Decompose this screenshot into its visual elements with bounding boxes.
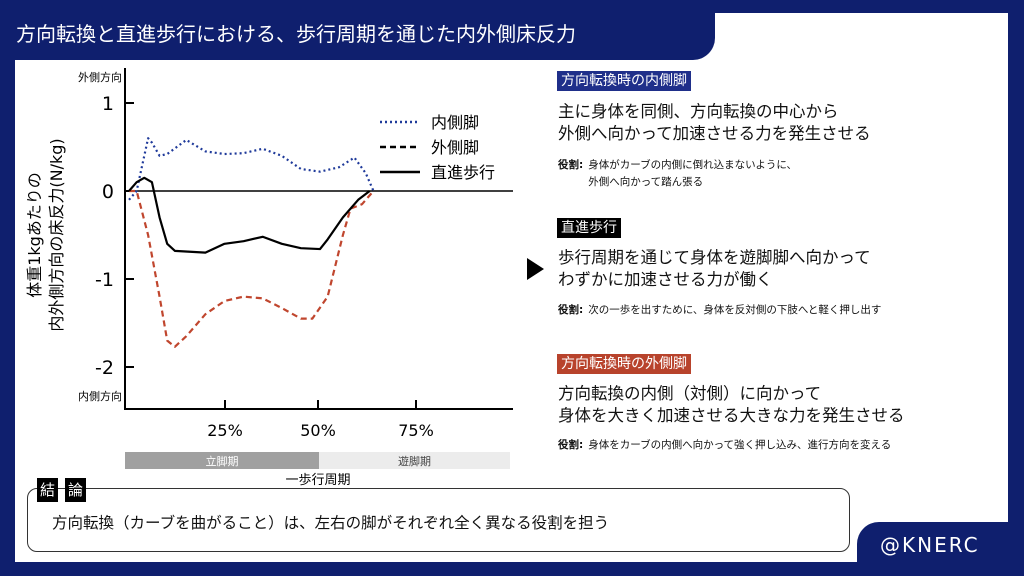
role-text: 身体がカーブの内側に倒れ込まないように、 xyxy=(588,159,798,171)
role-label: 役割: xyxy=(558,439,584,451)
section-text: 歩行周期を通じて身体を遊脚脚へ向かって xyxy=(558,248,871,267)
x-tick-label: 25% xyxy=(207,421,243,440)
phase-bar xyxy=(319,452,510,469)
legend-label: 直進歩行 xyxy=(431,163,495,182)
y-tick-label: 0 xyxy=(102,181,114,203)
y-top-label: 外側方向 xyxy=(78,70,122,84)
role-text: 身体をカーブの内側へ向かって強く押し込み、進行方向を変える xyxy=(588,439,892,451)
section-tag: 直進歩行 xyxy=(557,218,621,238)
series-line-2 xyxy=(128,176,371,254)
section-text: 主に身体を同側、方向転換の中心から xyxy=(558,102,839,121)
section-text: 方向転換の内側（対側）に向かって xyxy=(558,384,822,403)
content-panel xyxy=(15,13,1008,562)
y-tick-label: -1 xyxy=(95,269,114,291)
title-bar xyxy=(0,0,715,60)
x-tick-label: 75% xyxy=(398,421,434,440)
role-text: 外側へ向かって踏ん張る xyxy=(588,176,704,188)
section-text: わずかに加速させる力が働く xyxy=(558,270,773,289)
section-tag: 方向転換時の内側脚 xyxy=(557,71,691,91)
arrow-icon xyxy=(527,258,544,280)
series-line-1 xyxy=(129,189,375,348)
role-note: 役割: 次の一歩を出すために、身体を反対側の下肢へと軽く押し出す xyxy=(558,302,881,319)
conclusion-label-2: 論 xyxy=(65,478,87,502)
x-axis-label: 一歩行周期 xyxy=(285,473,350,488)
section-text: 身体を大きく加速させる大きな力を発生させる xyxy=(558,406,905,425)
legend-label: 内側脚 xyxy=(431,113,479,132)
series-line-0 xyxy=(128,137,375,201)
role-label: 役割: xyxy=(558,159,584,171)
role-note: 役割: 身体がカーブの内側に倒れ込まないように、 外側へ向かって踏ん張る xyxy=(558,157,797,191)
conclusion-text: 方向転換（カーブを曲がること）は、左右の脚がそれぞれ全く異なる役割を担う xyxy=(52,514,610,532)
phase-label: 遊脚期 xyxy=(398,454,431,468)
phase-bar xyxy=(125,452,319,469)
phase-label: 立脚期 xyxy=(206,454,239,468)
y-tick-label: 1 xyxy=(102,93,114,115)
y-bottom-label: 内側方向 xyxy=(78,389,122,403)
section-text: 外側へ向かって加速させる力を発生させる xyxy=(558,124,871,143)
y-tick-label: -2 xyxy=(95,357,114,379)
credit-tab xyxy=(857,522,1024,576)
y-axis-label-line: 体重1kgあたりの xyxy=(25,172,44,298)
y-axis-label: 体重1kgあたりの 内外側方向の床反力(N/kg) xyxy=(25,138,66,331)
conclusion-label-1: 結 xyxy=(37,478,59,502)
x-tick-label: 50% xyxy=(300,421,336,440)
conclusion-box xyxy=(27,488,850,552)
y-axis-label-line: 内外側方向の床反力(N/kg) xyxy=(47,138,66,331)
page-title: 方向転換と直進歩行における、歩行周期を通じた内外側床反力 xyxy=(16,22,576,46)
credit-label: @KNERC xyxy=(880,533,980,557)
role-label: 役割: xyxy=(558,304,584,316)
role-text: 次の一歩を出すために、身体を反対側の下肢へと軽く押し出す xyxy=(588,304,882,316)
force-chart: 体重1kgあたりの 内外側方向の床反力(N/kg) 1 0 -1 -2 25% 50% 75%… xyxy=(25,68,513,488)
role-note: 役割: 身体をカーブの内側へ向かって強く押し込み、進行方向を変える xyxy=(558,437,891,454)
section-tag: 方向転換時の外側脚 xyxy=(557,354,691,374)
legend-label: 外側脚 xyxy=(431,138,479,157)
